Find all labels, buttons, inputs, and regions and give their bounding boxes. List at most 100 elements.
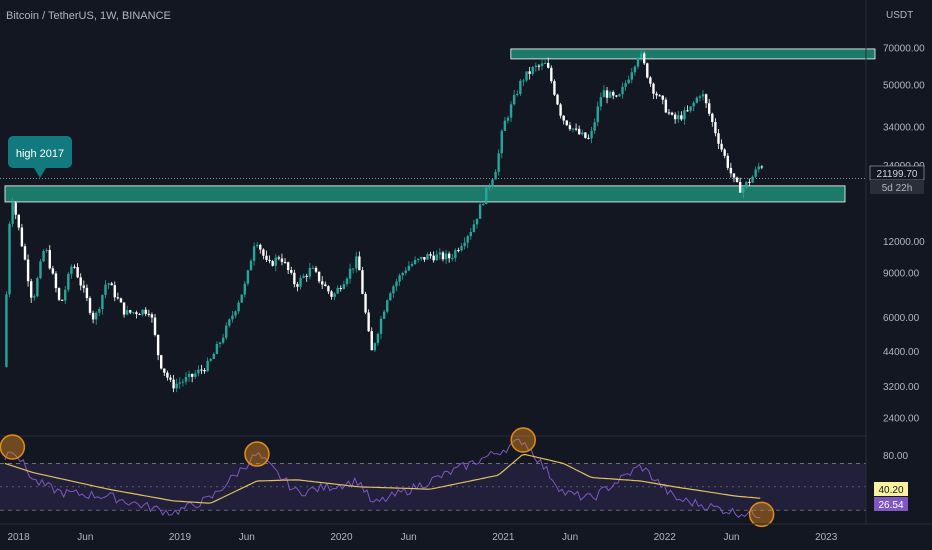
candle-136 bbox=[426, 254, 429, 260]
candle-238 bbox=[742, 187, 745, 193]
candle-160 bbox=[500, 130, 503, 154]
candle-203 bbox=[633, 66, 637, 73]
candle-176 bbox=[550, 67, 553, 82]
candle-209 bbox=[652, 83, 655, 94]
candle-161 bbox=[503, 120, 507, 131]
candle-239 bbox=[745, 181, 748, 188]
candle-165 bbox=[516, 93, 519, 95]
candle-22 bbox=[73, 266, 76, 268]
candle-168 bbox=[525, 71, 528, 81]
candle-67 bbox=[212, 353, 216, 359]
candle-36 bbox=[116, 297, 120, 299]
high-2017-callout: high 2017 bbox=[8, 136, 72, 178]
candle-143 bbox=[447, 253, 451, 259]
price-tick-4: 12000.00 bbox=[883, 237, 925, 248]
resistance-zones bbox=[4, 48, 876, 203]
candle-24 bbox=[79, 277, 82, 286]
candle-10 bbox=[36, 278, 39, 297]
candle-0 bbox=[5, 294, 8, 367]
candle-105 bbox=[330, 291, 333, 297]
time-tick-2: 2019 bbox=[169, 532, 192, 543]
rsi-circle-1 bbox=[244, 441, 270, 467]
price-tick-7: 4400.00 bbox=[883, 347, 920, 358]
candle-57 bbox=[181, 381, 185, 383]
candle-181 bbox=[565, 120, 568, 126]
candle-63 bbox=[200, 369, 203, 371]
time-tick-0: 2018 bbox=[7, 532, 30, 543]
candle-243 bbox=[757, 166, 760, 170]
candle-149 bbox=[466, 236, 469, 243]
price-tick-1: 50000.00 bbox=[883, 80, 925, 91]
price-axis-unit: USDT bbox=[886, 10, 913, 21]
candle-104 bbox=[327, 286, 330, 292]
price-candles bbox=[5, 50, 764, 393]
candle-198 bbox=[618, 94, 621, 97]
candle-11 bbox=[39, 261, 42, 278]
candle-204 bbox=[636, 58, 640, 67]
candle-87 bbox=[274, 257, 277, 266]
candle-121 bbox=[379, 318, 383, 334]
candle-113 bbox=[355, 256, 358, 269]
candle-158 bbox=[494, 171, 497, 180]
candle-39 bbox=[125, 310, 129, 315]
candle-174 bbox=[543, 63, 547, 65]
candle-74 bbox=[234, 311, 237, 316]
last-price-label: 21199.70 bbox=[877, 169, 918, 180]
candle-122 bbox=[382, 311, 386, 319]
candle-56 bbox=[178, 382, 181, 384]
candle-61 bbox=[194, 373, 197, 377]
candle-49 bbox=[156, 334, 160, 356]
candle-95 bbox=[299, 277, 302, 287]
candle-172 bbox=[537, 65, 541, 67]
candle-244 bbox=[760, 166, 764, 168]
candle-155 bbox=[485, 187, 488, 205]
candle-185 bbox=[577, 128, 581, 135]
candle-211 bbox=[658, 95, 661, 97]
candle-189 bbox=[590, 130, 593, 139]
candle-38 bbox=[122, 302, 126, 315]
candle-14 bbox=[48, 250, 51, 269]
candle-34 bbox=[110, 283, 113, 286]
candle-201 bbox=[627, 79, 630, 84]
candle-94 bbox=[296, 284, 299, 287]
candle-205 bbox=[639, 53, 643, 59]
candle-124 bbox=[389, 293, 392, 301]
symbol-title: Bitcoin / TetherUS, 1W, BINANCE bbox=[6, 10, 171, 22]
candle-199 bbox=[621, 86, 624, 95]
candle-91 bbox=[286, 262, 290, 271]
candle-18 bbox=[60, 299, 64, 301]
candle-90 bbox=[283, 261, 287, 263]
time-tick-1: Jun bbox=[77, 532, 93, 543]
candle-76 bbox=[240, 294, 243, 303]
candle-103 bbox=[324, 284, 327, 287]
candle-184 bbox=[574, 128, 578, 130]
candle-152 bbox=[475, 218, 479, 225]
candle-147 bbox=[460, 246, 463, 251]
time-tick-3: Jun bbox=[239, 532, 255, 543]
candle-191 bbox=[596, 106, 599, 123]
candle-118 bbox=[370, 331, 373, 351]
candle-126 bbox=[395, 281, 398, 287]
candle-128 bbox=[401, 272, 404, 276]
candle-225 bbox=[701, 94, 705, 97]
candle-43 bbox=[138, 314, 141, 316]
rsi-tick-80: 80.00 bbox=[883, 451, 908, 462]
candle-79 bbox=[249, 260, 253, 271]
candle-227 bbox=[708, 103, 711, 114]
candle-20 bbox=[67, 273, 70, 290]
candle-96 bbox=[302, 275, 305, 278]
candle-114 bbox=[358, 256, 361, 271]
candle-214 bbox=[667, 112, 671, 114]
candle-77 bbox=[243, 283, 247, 295]
candle-212 bbox=[661, 95, 664, 100]
candle-159 bbox=[497, 153, 500, 172]
candle-139 bbox=[435, 254, 438, 261]
candle-82 bbox=[259, 244, 262, 250]
candle-27 bbox=[88, 298, 92, 313]
candle-29 bbox=[94, 312, 98, 320]
candle-157 bbox=[491, 179, 494, 187]
candle-70 bbox=[221, 337, 225, 343]
candle-156 bbox=[488, 186, 491, 188]
candle-206 bbox=[642, 53, 646, 64]
